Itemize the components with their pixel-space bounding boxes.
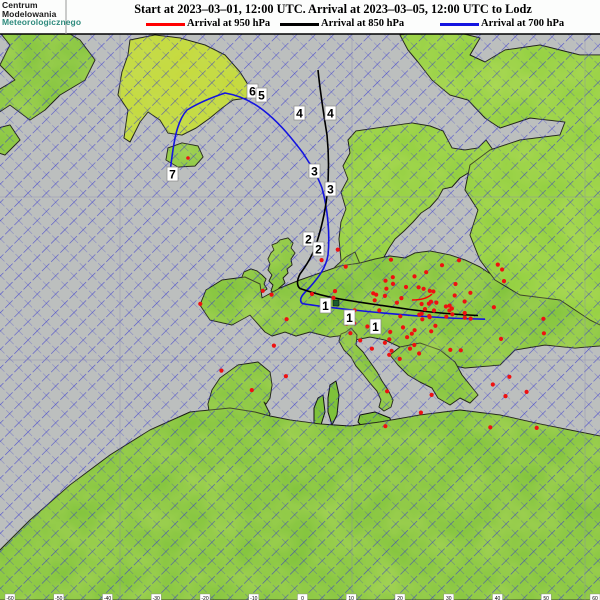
svg-text:1: 1 [372, 320, 379, 334]
svg-text:5: 5 [258, 89, 265, 103]
svg-text:-60: -60 [6, 596, 13, 600]
svg-text:20: 20 [397, 596, 403, 600]
svg-text:-20: -20 [201, 596, 208, 600]
svg-text:0: 0 [301, 596, 304, 600]
svg-text:6: 6 [249, 85, 256, 99]
svg-text:-30: -30 [153, 596, 160, 600]
svg-text:1: 1 [346, 311, 353, 325]
svg-text:7: 7 [169, 168, 176, 182]
svg-text:30: 30 [446, 596, 452, 600]
svg-text:-50: -50 [55, 596, 62, 600]
svg-text:2: 2 [305, 233, 312, 247]
svg-text:1: 1 [322, 299, 329, 313]
svg-text:-40: -40 [104, 596, 111, 600]
svg-text:3: 3 [327, 183, 334, 197]
svg-text:40: 40 [495, 596, 501, 600]
svg-text:2: 2 [315, 243, 322, 257]
svg-text:4: 4 [296, 107, 303, 121]
svg-text:60: 60 [592, 596, 598, 600]
svg-text:-10: -10 [250, 596, 257, 600]
svg-text:4: 4 [327, 107, 334, 121]
svg-text:3: 3 [311, 165, 318, 179]
svg-text:50: 50 [543, 596, 549, 600]
svg-text:10: 10 [348, 596, 354, 600]
